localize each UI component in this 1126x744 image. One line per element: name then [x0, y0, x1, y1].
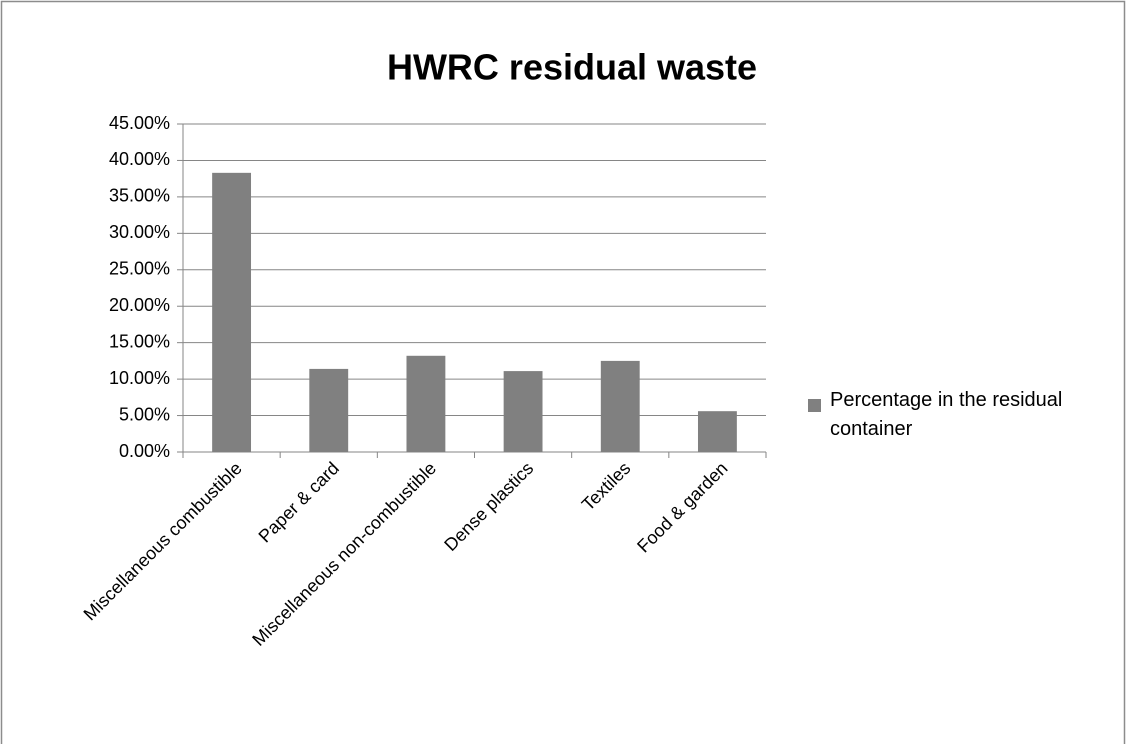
bar	[406, 355, 446, 452]
y-tick-label: 15.00%	[109, 331, 170, 351]
bar	[309, 368, 349, 452]
y-tick-label: 10.00%	[109, 368, 170, 388]
y-tick-label: 25.00%	[109, 259, 170, 279]
x-tick-label: Textiles	[578, 458, 635, 515]
x-tick-label: Paper & card	[255, 458, 343, 546]
legend-label: Percentage in the residual container	[830, 389, 1063, 440]
y-tick-label: 0.00%	[119, 441, 170, 461]
bar	[697, 411, 737, 452]
y-tick-label: 45.00%	[109, 113, 170, 133]
y-tick-label: 5.00%	[119, 404, 170, 424]
x-tick-label: Dense plastics	[440, 458, 537, 555]
y-tick-label: 35.00%	[109, 186, 170, 206]
bar	[503, 371, 543, 452]
bar	[600, 360, 640, 452]
chart-title: HWRC residual waste	[387, 47, 757, 88]
x-tick-label: Miscellaneous non-combustible	[248, 458, 440, 650]
y-tick-label: 30.00%	[109, 222, 170, 242]
y-tick-label: 40.00%	[109, 149, 170, 169]
bar	[212, 172, 252, 452]
x-tick-label: Miscellaneous combustible	[80, 458, 246, 624]
x-tick-label: Food & garden	[633, 458, 731, 556]
legend-swatch	[808, 399, 821, 412]
y-tick-label: 20.00%	[109, 295, 170, 315]
